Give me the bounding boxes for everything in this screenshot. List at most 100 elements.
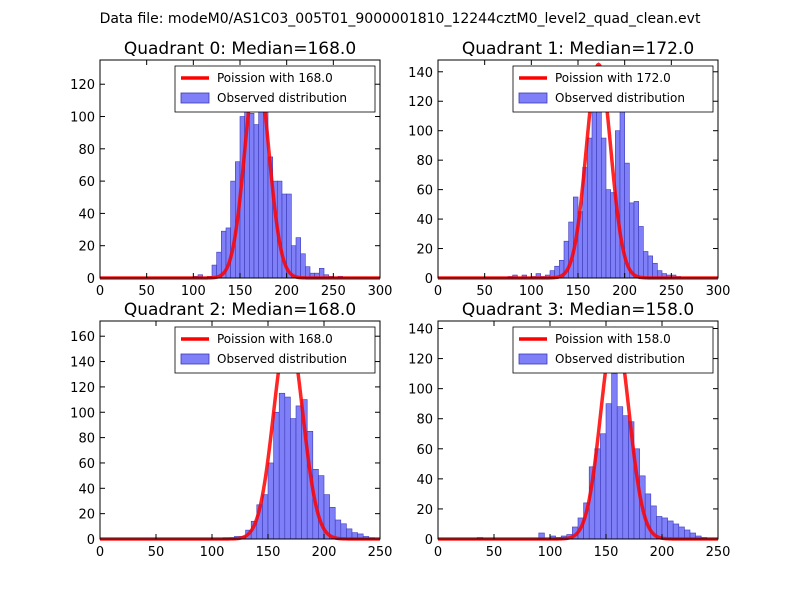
quadrant-0-xtick-label: 50 [138,284,155,299]
quadrant-1-xtick-label: 200 [612,284,637,299]
quadrant-1-histogram-bar [633,201,639,279]
quadrant-3-title: Quadrant 3: Median=158.0 [462,300,694,320]
quadrant-0-plot: 0 50 100 150 200 250 300 0 20 40 60 80 100 120 Quadran… [70,39,392,299]
quadrant-3-xtick-label: 150 [594,545,619,560]
quadrant-0-histogram-bar [249,112,255,279]
quadrant-1-histogram-bar [638,226,644,279]
quadrant-1-title: Quadrant 1: Median=172.0 [462,39,694,59]
quadrant-1-xtick-label: 300 [706,284,731,299]
quadrant-0-ytick-label: 120 [70,78,95,93]
quadrant-3-xtick-label: 0 [434,545,442,560]
quadrant-2-histogram-bar [334,519,342,540]
quadrant-0-ytick-label: 80 [78,143,95,158]
quadrant-2-legend-bar-swatch [180,353,210,365]
quadrant-3-legend-poisson-label: Poission with 158.0 [555,332,671,346]
quadrant-2-legend-observed-label: Observed distribution [217,352,347,366]
quadrant-1-histogram-bar [643,251,649,279]
quadrant-0-ytick-label: 40 [78,207,95,222]
quadrant-1-ytick-label: 100 [408,125,433,140]
quadrant-0-title: Quadrant 0: Median=168.0 [124,39,356,59]
quadrant-3-histogram-bar [600,433,607,540]
quadrant-2-histogram-bar [295,405,302,540]
quadrant-3-histogram-bar [678,526,685,540]
quadrant-0-xtick-label: 150 [228,284,253,299]
quadrant-2-legend-box [174,326,376,374]
quadrant-1-ytick-label: 40 [416,213,433,228]
quadrant-3-ytick-label: 40 [416,473,433,488]
quadrant-0-histogram-bar [300,253,306,279]
quadrant-1-histogram-bar [652,262,658,279]
quadrant-1-ytick-label: 20 [416,243,433,258]
quadrant-3-ytick-label: 20 [416,503,433,518]
quadrant-2-xtick-label: 250 [368,545,393,560]
quadrant-3-legend-observed-label: Observed distribution [555,352,685,366]
quadrant-2-histogram-bar [278,392,286,540]
quadrant-3-ytick-label: 140 [408,323,433,338]
quadrant-0-xtick-label: 300 [368,284,393,299]
quadrant-1-histogram-bar [591,103,597,279]
quadrant-3-histogram-bar [611,373,618,540]
quadrant-3-ytick-label: 120 [408,353,433,368]
quadrant-2-xtick-label: 100 [200,545,225,560]
quadrant-0-xtick-label: 250 [321,284,346,299]
quadrant-0-legend-bar-swatch [180,92,210,104]
quadrant-2-ytick-label: 60 [78,457,95,472]
quadrant-3-histogram-bar [672,523,680,540]
quadrant-2-xtick-label: 50 [148,545,165,560]
quadrant-2-ytick-label: 40 [78,482,95,497]
quadrant-3-ytick-label: 60 [416,443,433,458]
quadrant-1-histogram-bar [610,192,616,279]
quadrant-2-ytick-label: 20 [78,508,95,523]
quadrant-1-histogram-bar [647,255,653,279]
quadrant-3-histogram-bar [622,415,629,540]
quadrant-2-histogram-bar [273,411,280,540]
quadrant-0-ytick-label: 100 [70,111,95,126]
quadrant-2-ytick-label: 120 [70,381,95,396]
quadrant-1-histogram-bar [601,137,607,279]
quadrant-0-xtick-label: 100 [181,284,206,299]
quadrant-0-legend-poisson-label: Poission with 168.0 [217,71,333,85]
quadrant-1-xtick-label: 100 [519,284,544,299]
quadrant-3-histogram-bar [667,520,674,540]
quadrant-0-ytick-label: 0 [87,272,95,287]
quadrant-1-xtick-label: 250 [659,284,684,299]
quadrant-1-xtick-label: 150 [566,284,591,299]
quadrant-2-plot: 0 50 100 150 200 250 0 20 40 60 80 100 120 140 160 Quad… [70,300,392,560]
quadrant-1-legend-observed-label: Observed distribution [555,91,685,105]
quadrant-0-ytick-label: 60 [78,175,95,190]
quadrant-1-histogram-bar [605,189,611,279]
quadrant-3-xtick-label: 200 [650,545,675,560]
quadrant-3-histogram-bar [605,403,612,540]
quadrant-3-plot: 0 50 100 150 200 250 0 20 40 60 80 100 120 140 Quadran… [408,300,730,560]
quadrant-3-legend-box [512,326,714,374]
quadrant-0-histogram-bar [253,124,259,279]
quadrant-1-histogram-bar [596,100,602,279]
quadrant-1-legend-poisson-label: Poission with 172.0 [555,71,671,85]
quadrant-2-histogram-bar [290,418,297,540]
quadrant-2-ytick-label: 140 [70,356,95,371]
quadrant-1-plot: 0 50 100 150 200 250 300 0 20 40 60 80 100 120 140 Quad… [408,39,730,299]
quadrant-3-xtick-label: 100 [538,545,563,560]
quadrant-0-legend-observed-label: Observed distribution [217,91,347,105]
quadrant-0-xtick-label: 200 [274,284,299,299]
quadrant-3-histogram-bar [616,406,624,540]
quadrant-2-histogram-bar [340,523,347,540]
quadrant-1-ytick-label: 120 [408,95,433,110]
quadrant-2-axes-frame [99,320,381,540]
quadrant-2-histogram-bar [267,462,274,540]
quadrant-0-legend-box [174,65,376,113]
quadrant-2-xtick-label: 200 [312,545,337,560]
quadrant-3-histogram-bar [661,517,668,540]
quadrant-3-ytick-label: 100 [408,383,433,398]
quadrant-1-histogram-bar [587,137,593,279]
quadrant-3-axes-frame [437,320,719,540]
quadrant-2-xtick-label: 150 [256,545,281,560]
quadrant-2-ytick-label: 160 [70,330,95,345]
quadrant-1-xtick-label: 50 [476,284,493,299]
quadrant-1-legend-box [512,65,714,113]
subplot-grid: 0 50 100 150 200 250 300020406080100120Quadran… [70,39,730,560]
quadrant-3-ytick-label: 0 [425,533,433,548]
quadrant-2-histogram-bar [262,494,269,540]
quadrant-1-ytick-label: 140 [408,66,433,81]
quadrant-1-ytick-label: 0 [425,272,433,287]
